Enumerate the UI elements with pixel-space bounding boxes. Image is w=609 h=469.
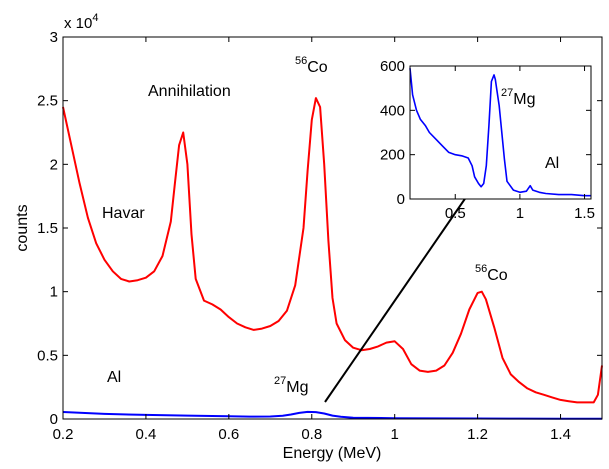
main-x-tick-label: 0.8 <box>301 426 322 443</box>
pointer-arrow <box>324 189 472 403</box>
annotation-co56-peak-1: 56Co <box>295 55 328 76</box>
main-x-tick-label: 1.2 <box>467 426 488 443</box>
main-x-tick-label: 0.2 <box>53 426 74 443</box>
main-y-tick-label: 2.5 <box>37 93 58 110</box>
inset-background <box>410 66 591 199</box>
main-chart: 0.2 0.4 0.6 0.8 1 1.2 1.4 0 0.5 1 1.5 2 2.5 3 Energy… <box>14 12 603 462</box>
inset-series-group <box>409 68 591 197</box>
annotation-mg27-text: Mg <box>286 379 308 396</box>
inset-annotation-al: Al <box>545 155 559 172</box>
inset-x-ticks: 0.5 1 1.5 <box>445 66 595 222</box>
main-y-tick-label: 3 <box>50 29 58 46</box>
inset-x-tick-label: 1.5 <box>574 205 595 222</box>
inset-annotation-mg27: 27Mg <box>501 87 535 108</box>
y-multiplier-base: x 10 <box>64 15 92 32</box>
inset-plot-frame <box>409 65 592 200</box>
main-x-tick-label: 1.4 <box>550 426 571 443</box>
annotation-mg27-sup: 27 <box>274 375 286 387</box>
main-series-line-0 <box>62 97 603 404</box>
main-y-tick-label: 0 <box>50 411 58 428</box>
x-axis-label: Energy (MeV) <box>283 445 382 462</box>
annotation-mg27: 27Mg <box>274 375 308 396</box>
annotation-co56-peak-1-sup: 56 <box>295 55 307 67</box>
y-multiplier-exponent: 4 <box>92 12 98 24</box>
inset-y-tick-label: 600 <box>380 58 405 75</box>
inset-y-ticks: 0 200 400 600 <box>380 58 591 208</box>
annotation-havar: Havar <box>102 205 145 222</box>
inset-chart: 0.5 1 1.5 0 200 400 600 27Mg Al <box>380 58 595 222</box>
main-y-tick-label: 1 <box>50 284 58 301</box>
inset-series-line-0 <box>409 68 591 197</box>
annotation-co56-peak-2-text: Co <box>487 267 508 284</box>
inset-y-tick-label: 0 <box>397 191 405 208</box>
main-y-tick-label: 2 <box>50 156 58 173</box>
annotation-co56-peak-2-sup: 56 <box>475 263 487 275</box>
inset-annotation-mg27-sup: 27 <box>501 87 513 99</box>
main-y-tick-label: 1.5 <box>37 220 58 237</box>
annotation-al: Al <box>107 369 121 386</box>
inset-x-tick-label: 1 <box>516 205 524 222</box>
y-multiplier: x 104 <box>64 12 98 32</box>
main-y-ticks: 0 0.5 1 1.5 2 2.5 3 <box>37 29 602 428</box>
inset-y-tick-label: 400 <box>380 102 405 119</box>
inset-y-tick-label: 200 <box>380 147 405 164</box>
main-x-tick-label: 0.4 <box>135 426 156 443</box>
main-series-line-1 <box>62 410 602 420</box>
annotation-co56-peak-1-text: Co <box>307 59 328 76</box>
main-y-tick-label: 0.5 <box>37 347 58 364</box>
main-x-tick-label: 0.6 <box>218 426 239 443</box>
annotation-co56-peak-2: 56Co <box>475 263 508 284</box>
inset-annotation-mg27-text: Mg <box>513 91 535 108</box>
y-axis-label: counts <box>14 204 31 251</box>
inset-x-tick-label: 0.5 <box>445 205 466 222</box>
main-series-group <box>62 97 603 420</box>
annotation-annihilation: Annihilation <box>148 83 231 100</box>
main-x-tick-label: 1 <box>391 426 399 443</box>
main-x-ticks: 0.2 0.4 0.6 0.8 1 1.2 1.4 <box>53 37 571 443</box>
